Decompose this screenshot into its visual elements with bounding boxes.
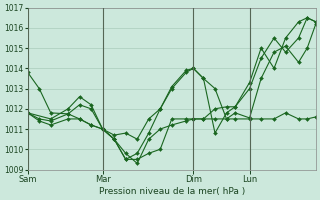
X-axis label: Pression niveau de la mer( hPa ): Pression niveau de la mer( hPa )	[99, 187, 245, 196]
